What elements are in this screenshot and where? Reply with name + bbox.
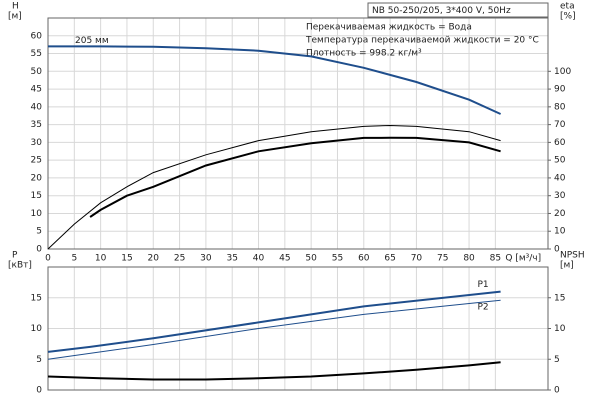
curve xyxy=(48,45,502,115)
y-tick-label: 55 xyxy=(31,49,42,59)
x-tick-label: 10 xyxy=(95,254,107,264)
y-axis-label: P xyxy=(12,251,18,261)
y-tick-label: 25 xyxy=(31,156,42,166)
x-tick-label: 45 xyxy=(279,254,290,264)
x-tick-label: 25 xyxy=(174,254,185,264)
y-tick-label: 20 xyxy=(31,173,43,183)
y2-axis-label: eta xyxy=(560,2,575,12)
x-tick-label: 15 xyxy=(121,254,132,264)
x-tick-label: 85 xyxy=(490,254,501,264)
y-tick-label: 10 xyxy=(31,209,43,219)
x-tick-label: 35 xyxy=(226,254,237,264)
y2-tick-label: 60 xyxy=(554,138,566,148)
x-tick-label: 0 xyxy=(45,254,51,264)
x-tick-label: 20 xyxy=(148,254,160,264)
curve-label: 205 мм xyxy=(75,36,109,46)
chart-title: NB 50-250/205, 3*400 V, 50Hz xyxy=(372,6,511,16)
x-axis-label: Q [м³/ч] xyxy=(505,254,541,264)
y-tick-label: 60 xyxy=(31,31,43,41)
series-label: P2 xyxy=(477,303,488,313)
x-tick-label: 65 xyxy=(384,254,395,264)
curve xyxy=(47,299,501,360)
curve xyxy=(47,124,501,250)
y2-tick-label: 0 xyxy=(554,386,560,396)
y2-tick-label: 30 xyxy=(554,191,566,201)
y-tick-label: 45 xyxy=(31,85,42,95)
x-tick-label: 60 xyxy=(358,254,370,264)
y-tick-label: 50 xyxy=(31,67,43,77)
note: Перекачиваемая жидкость = Вода xyxy=(306,23,472,33)
y2-tick-label: 40 xyxy=(554,173,566,183)
y-axis-unit: [м] xyxy=(8,12,22,22)
x-tick-label: 40 xyxy=(253,254,265,264)
title-box xyxy=(367,2,549,18)
y-tick-label: 0 xyxy=(36,245,42,255)
curve xyxy=(89,136,501,218)
y-tick-label: 15 xyxy=(31,191,42,201)
y-tick-label: 0 xyxy=(36,386,42,396)
y2-tick-label: 90 xyxy=(554,85,566,95)
y2-tick-label: 50 xyxy=(554,156,566,166)
y2-tick-label: 15 xyxy=(554,293,565,303)
y2-tick-label: 10 xyxy=(554,324,566,334)
y-tick-label: 40 xyxy=(31,102,43,112)
x-tick-label: 50 xyxy=(305,254,317,264)
y-tick-label: 15 xyxy=(31,293,42,303)
y-tick-label: 5 xyxy=(36,227,42,237)
y2-tick-label: 100 xyxy=(554,67,571,77)
y2-tick-label: 20 xyxy=(554,209,566,219)
note: Температура перекачиваемой жидкости = 20… xyxy=(305,36,539,46)
y2-axis-unit: [м] xyxy=(560,261,574,271)
note: Плотность = 998.2 кг/м³ xyxy=(306,49,422,59)
y2-tick-label: 10 xyxy=(554,227,566,237)
x-tick-label: 5 xyxy=(71,254,77,264)
y2-tick-label: 5 xyxy=(554,355,560,365)
y-axis-unit: [кВт] xyxy=(8,261,32,271)
y-tick-label: 35 xyxy=(31,120,42,130)
curve xyxy=(47,361,501,381)
x-tick-label: 80 xyxy=(463,254,475,264)
x-tick-label: 70 xyxy=(411,254,423,264)
x-tick-label: 55 xyxy=(332,254,343,264)
y2-tick-label: 70 xyxy=(554,120,566,130)
x-tick-label: 75 xyxy=(437,254,448,264)
y2-tick-label: 80 xyxy=(554,102,566,112)
series-label: P1 xyxy=(477,280,488,290)
y-tick-label: 5 xyxy=(36,355,42,365)
plot-frame xyxy=(47,17,549,250)
y2-axis-unit: [%] xyxy=(560,12,576,22)
y-tick-label: 10 xyxy=(31,324,43,334)
y2-tick-label: 0 xyxy=(554,245,560,255)
y-tick-label: 30 xyxy=(31,138,43,148)
y-axis-label: H xyxy=(12,2,19,12)
x-tick-label: 30 xyxy=(200,254,212,264)
curve xyxy=(47,290,501,353)
y2-axis-label: NPSH xyxy=(560,251,585,261)
